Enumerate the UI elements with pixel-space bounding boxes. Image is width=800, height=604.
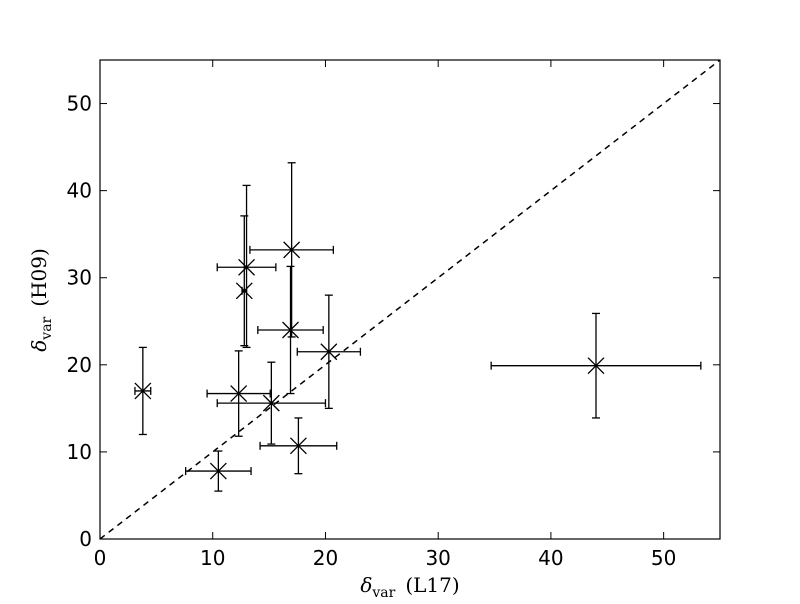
x-axis-title: δvar (L17)	[360, 573, 459, 600]
data-point-2	[185, 450, 252, 492]
x-marker	[289, 437, 307, 455]
data-point-11	[490, 312, 702, 419]
data-point-9	[259, 417, 338, 475]
x-marker	[320, 343, 338, 361]
y-tick-label: 30	[67, 266, 92, 290]
ticks-layer: 0 10 20 30 40 50 0 10 20 30 40 50	[67, 60, 720, 570]
x-tick-label: 0	[94, 546, 107, 570]
x-tick-label: 40	[538, 546, 563, 570]
x-marker	[283, 241, 301, 259]
data-point-7	[257, 265, 324, 395]
y-tick-label: 40	[67, 179, 92, 203]
x-marker	[238, 258, 256, 276]
y-axis-title: δvar (H09)	[27, 248, 55, 352]
x-tick-label: 10	[200, 546, 225, 570]
y-tick-label: 50	[67, 92, 92, 116]
x-marker	[262, 394, 280, 412]
marks-layer	[99, 59, 721, 540]
y-tick-label: 20	[67, 353, 92, 377]
x-marker	[587, 357, 605, 375]
x-marker	[209, 462, 227, 480]
data-point-10	[296, 294, 362, 410]
y-axis-symbol: δ	[27, 340, 51, 352]
x-marker	[235, 282, 253, 300]
y-axis-suffix: (H09)	[27, 248, 51, 307]
x-axis-suffix: (L17)	[405, 573, 459, 597]
x-tick-label: 30	[425, 546, 450, 570]
data-point-4	[235, 215, 253, 347]
x-tick-label: 20	[313, 546, 338, 570]
x-axis-subscript: var	[371, 585, 395, 600]
data-point-1	[134, 346, 152, 436]
y-tick-label: 10	[67, 440, 92, 464]
x-axis-symbol: δ	[360, 573, 372, 597]
data-point-6	[216, 361, 327, 445]
x-marker	[282, 321, 299, 339]
data-point-8	[249, 162, 334, 338]
data-point-3	[206, 350, 271, 437]
x-marker	[134, 382, 152, 400]
x-tick-label: 50	[651, 546, 676, 570]
x-marker	[230, 385, 248, 403]
plot-frame	[99, 59, 721, 540]
data-point-5	[216, 184, 277, 349]
y-axis-subscript: var	[39, 316, 55, 340]
y-tick-label: 0	[79, 527, 92, 551]
reference-line	[99, 59, 721, 540]
